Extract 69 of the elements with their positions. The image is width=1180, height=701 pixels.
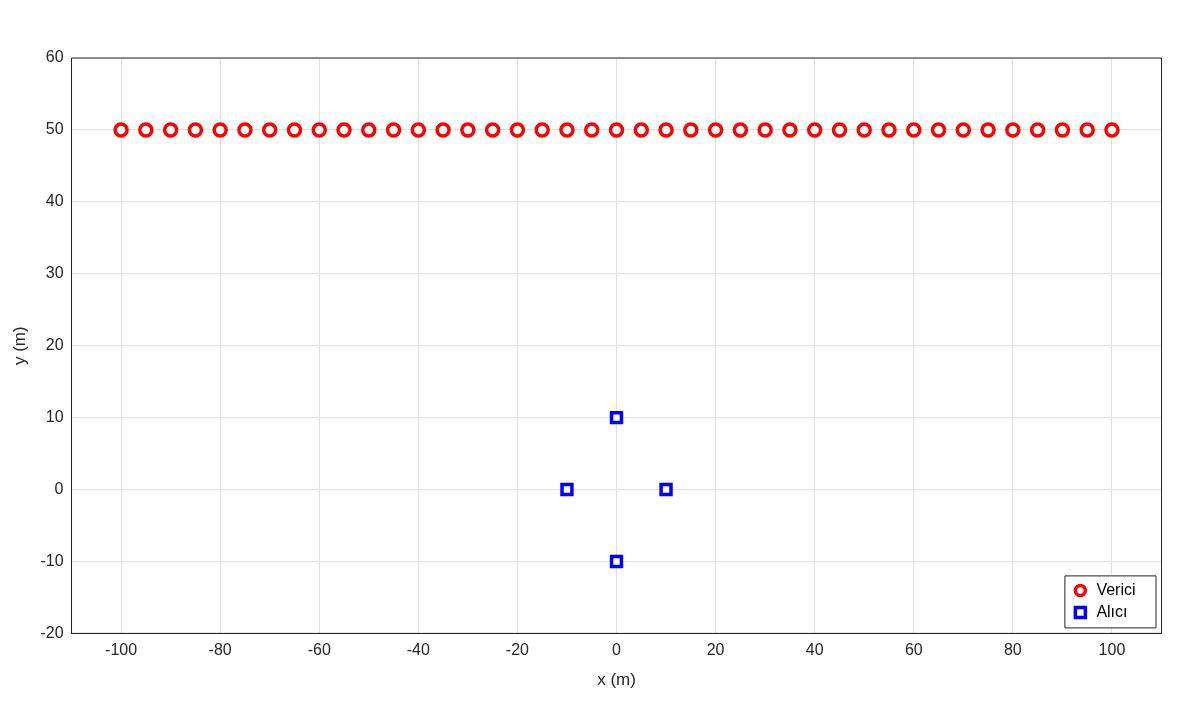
point (1104, 122, 1120, 138)
y-tick-label: 0 (54, 479, 64, 497)
x-tick-label: -80 (208, 641, 232, 659)
x-tick-label: 0 (612, 641, 622, 659)
y-tick-label: 30 (45, 264, 64, 282)
y-axis-title: y (m) (9, 326, 29, 366)
legend-label: Alıcı (1096, 602, 1128, 620)
point (707, 122, 724, 138)
x-tick-label: -20 (505, 641, 530, 659)
x-tick-label: 80 (1003, 641, 1022, 659)
point (609, 410, 624, 425)
x-tick-label: -100 (105, 641, 138, 659)
point (609, 554, 624, 569)
point (757, 122, 773, 138)
y-tick-label: -20 (40, 623, 64, 641)
point (831, 122, 848, 138)
point (311, 122, 327, 138)
point (286, 122, 303, 138)
point (534, 122, 550, 138)
y-tick-label: 50 (45, 120, 64, 138)
y-tick-label: -10 (40, 551, 64, 569)
point (658, 122, 674, 138)
point (782, 122, 798, 138)
point (1029, 122, 1046, 138)
y-tick-label: 10 (45, 408, 64, 426)
point (659, 482, 673, 497)
point (212, 122, 228, 138)
point (1054, 122, 1071, 138)
point (930, 122, 947, 138)
point (633, 122, 650, 138)
point (237, 122, 253, 138)
legend-label: Verici (1096, 580, 1136, 598)
point (683, 122, 699, 138)
x-axis-title: x (m) (597, 670, 636, 690)
y-tick-label: 60 (45, 48, 64, 66)
point (1005, 122, 1021, 138)
point (608, 122, 625, 138)
y-tick-label: 20 (45, 336, 64, 354)
y-tick-label: 40 (45, 192, 64, 210)
point (138, 122, 154, 138)
point (187, 122, 204, 138)
point (906, 122, 922, 138)
point (361, 122, 377, 138)
point (955, 122, 972, 138)
x-tick-label: 40 (805, 641, 824, 659)
point (856, 122, 872, 138)
point (881, 122, 897, 138)
point (560, 482, 574, 497)
point (980, 122, 996, 138)
x-tick-label: -40 (406, 641, 430, 659)
point (583, 122, 600, 138)
point (509, 122, 526, 138)
point (1079, 122, 1095, 138)
point (484, 122, 501, 138)
point (336, 122, 352, 138)
point (410, 122, 427, 138)
point (559, 122, 575, 138)
x-tick-label: 60 (904, 641, 923, 659)
point (113, 122, 129, 138)
x-tick-label: -60 (307, 641, 331, 659)
point (732, 122, 749, 138)
point (385, 122, 402, 138)
point (806, 122, 823, 138)
point (460, 122, 476, 138)
x-tick-label: 100 (1098, 641, 1126, 659)
point (435, 122, 451, 138)
point (261, 122, 278, 138)
point (162, 122, 179, 138)
x-tick-label: 20 (706, 641, 725, 659)
